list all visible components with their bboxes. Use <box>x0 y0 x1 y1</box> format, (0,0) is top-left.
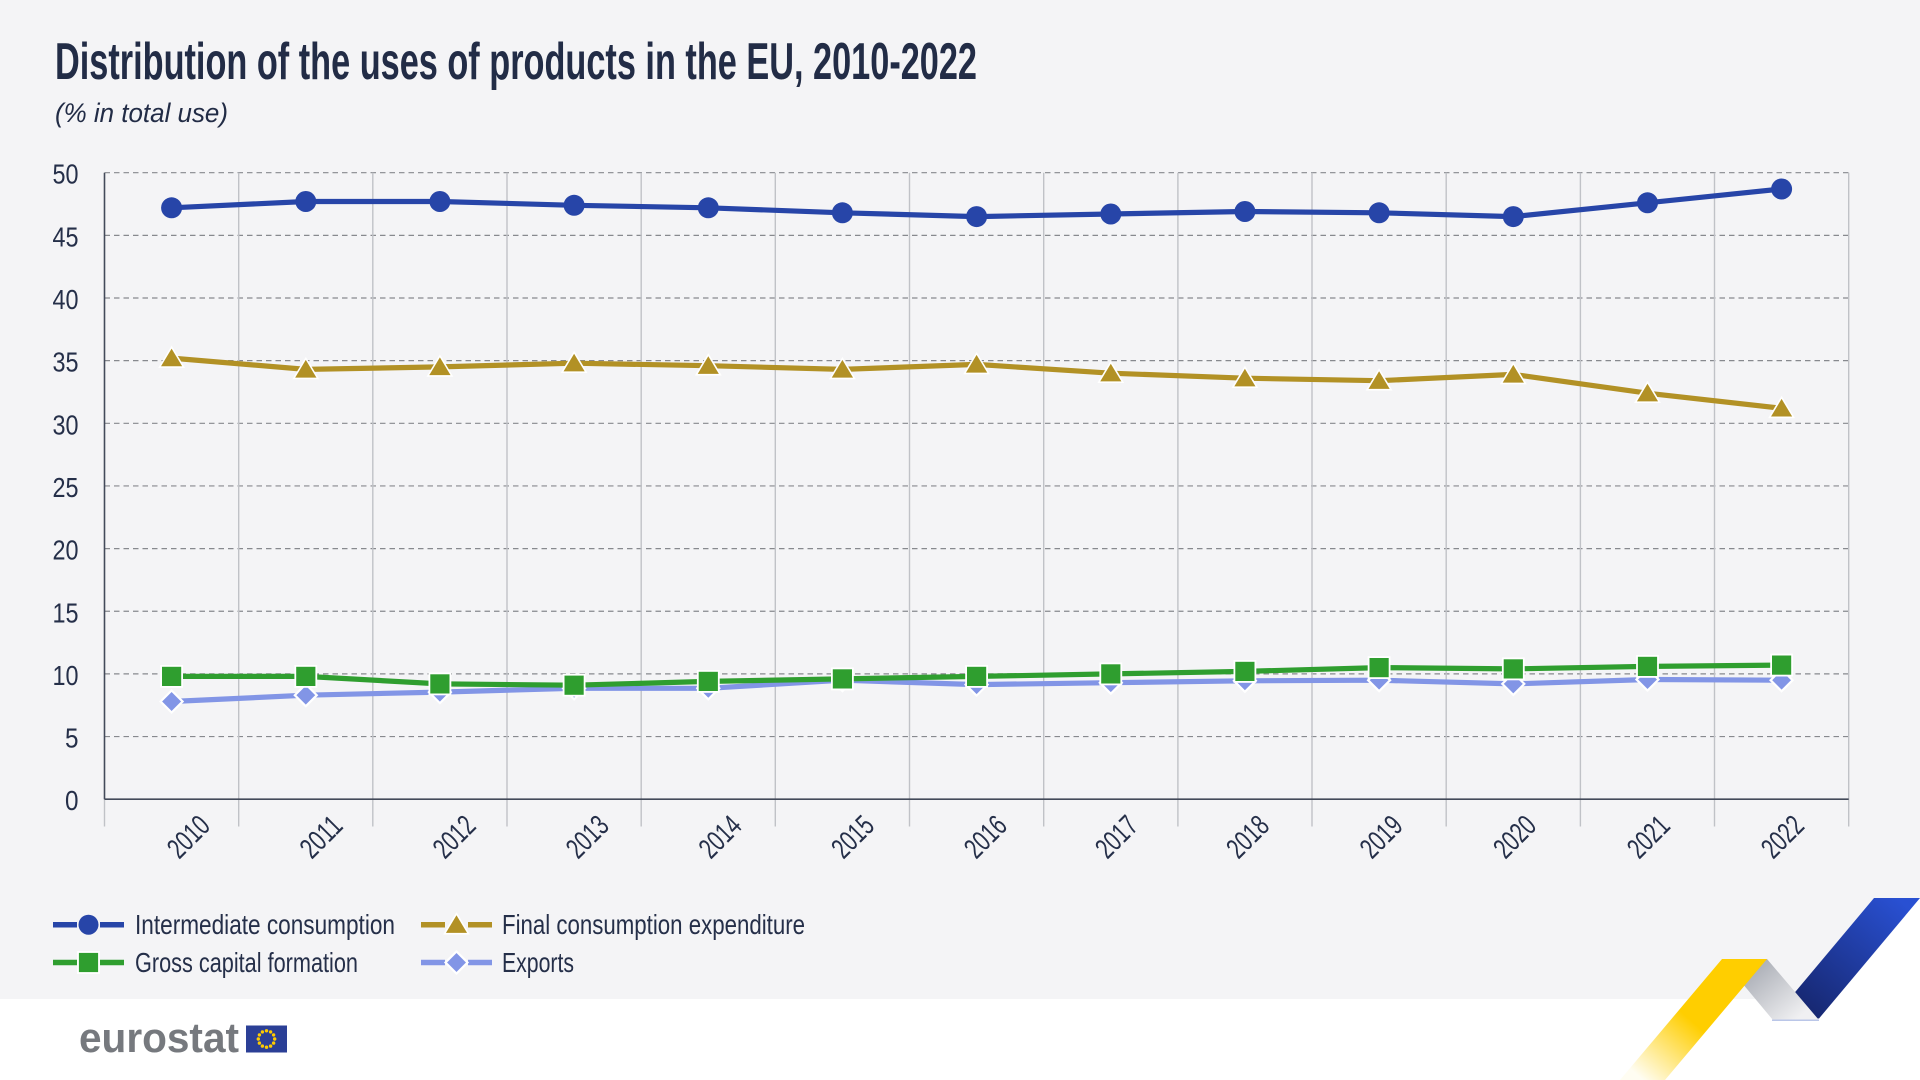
svg-text:Exports: Exports <box>502 947 574 978</box>
svg-text:40: 40 <box>53 284 79 315</box>
svg-text:eurostat: eurostat <box>79 1014 239 1061</box>
svg-text:15: 15 <box>53 597 79 628</box>
svg-text:Intermediate consumption: Intermediate consumption <box>135 909 395 940</box>
svg-text:45: 45 <box>53 221 79 252</box>
svg-text:Gross capital formation: Gross capital formation <box>135 947 358 978</box>
svg-text:35: 35 <box>53 347 79 378</box>
svg-text:25: 25 <box>53 472 79 503</box>
svg-text:10: 10 <box>53 660 79 691</box>
svg-text:20: 20 <box>53 535 79 566</box>
svg-text:50: 50 <box>53 159 79 190</box>
svg-text:Distribution of the uses of pr: Distribution of the uses of products in … <box>55 33 977 91</box>
svg-text:30: 30 <box>53 409 79 440</box>
svg-text:Final consumption expenditure: Final consumption expenditure <box>502 909 805 940</box>
svg-text:0: 0 <box>65 785 79 816</box>
svg-text:5: 5 <box>65 723 79 754</box>
svg-text:(% in total use): (% in total use) <box>55 98 228 128</box>
